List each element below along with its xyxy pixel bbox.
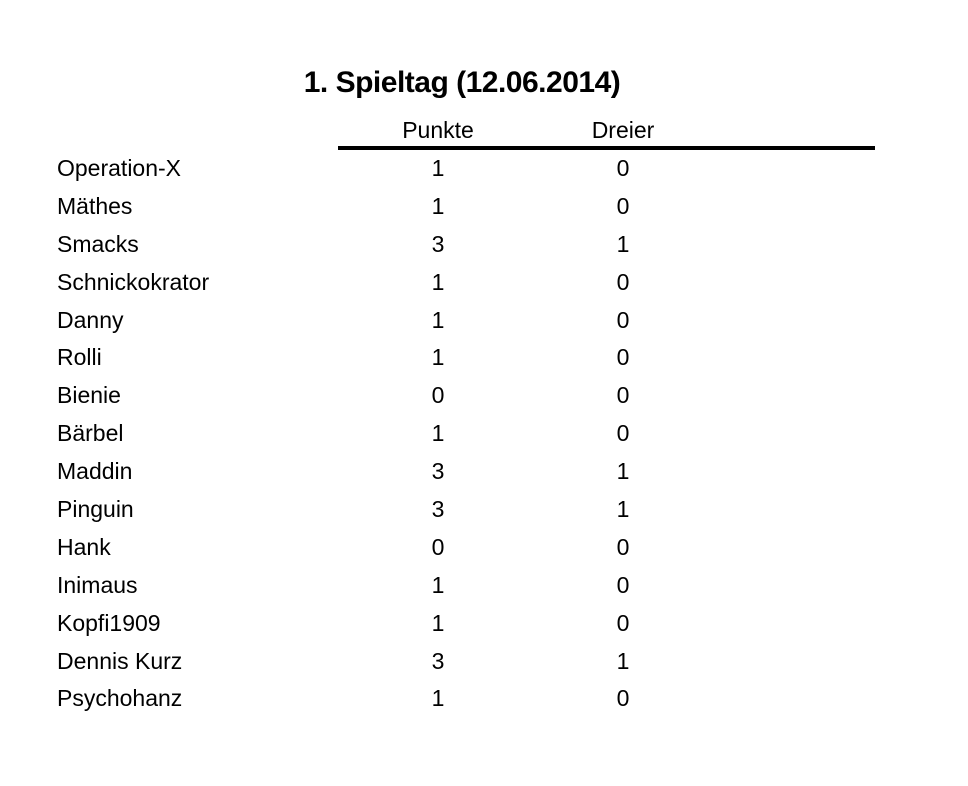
page-title: 1. Spieltag (12.06.2014) xyxy=(303,66,621,99)
table-row: Operation-X 1 0 xyxy=(0,150,968,188)
dreier-value: 0 xyxy=(616,306,630,333)
table-row: Bärbel 1 0 xyxy=(0,415,968,453)
table-row: Hank 0 0 xyxy=(0,529,968,567)
punkte-value: 3 xyxy=(431,496,445,523)
table-row: Kopfi1909 1 0 xyxy=(0,605,968,643)
table-row: Pinguin 3 1 xyxy=(0,491,968,529)
dreier-value: 0 xyxy=(616,685,630,712)
dreier-value: 0 xyxy=(616,192,630,219)
player-name: Dennis Kurz xyxy=(57,647,183,674)
results-table: Operation-X 1 0 Mäthes 1 0 Smacks 3 1 Sc… xyxy=(0,150,968,718)
punkte-value: 1 xyxy=(431,609,445,636)
player-name: Bärbel xyxy=(57,420,124,447)
dreier-value: 1 xyxy=(616,458,630,485)
player-name: Schnickokrator xyxy=(57,268,210,295)
player-name: Kopfi1909 xyxy=(57,609,161,636)
table-row: Mäthes 1 0 xyxy=(0,188,968,226)
player-name: Operation-X xyxy=(57,155,182,181)
table-row: Smacks 3 1 xyxy=(0,226,968,264)
dreier-value: 0 xyxy=(616,344,630,371)
punkte-value: 1 xyxy=(431,420,445,447)
player-name: Pinguin xyxy=(57,496,134,523)
punkte-value: 1 xyxy=(431,344,445,371)
punkte-value: 1 xyxy=(431,685,445,712)
player-name: Rolli xyxy=(57,344,102,371)
punkte-value: 0 xyxy=(431,382,445,409)
punkte-value: 3 xyxy=(431,230,445,257)
dreier-value: 0 xyxy=(616,382,630,409)
player-name: Inimaus xyxy=(57,571,138,598)
table-row: Dennis Kurz 3 1 xyxy=(0,643,968,681)
player-name: Smacks xyxy=(57,230,139,257)
player-name: Hank xyxy=(57,533,111,560)
dreier-value: 1 xyxy=(616,230,630,257)
dreier-value: 1 xyxy=(616,647,630,674)
column-header-dreier: Dreier xyxy=(591,117,655,143)
dreier-value: 0 xyxy=(616,268,630,295)
table-row: Psychohanz 1 0 xyxy=(0,680,968,718)
player-name: Mäthes xyxy=(57,192,133,219)
punkte-value: 3 xyxy=(431,458,445,485)
dreier-value: 0 xyxy=(616,420,630,447)
punkte-value: 1 xyxy=(431,155,445,181)
column-header-punkte: Punkte xyxy=(402,117,474,143)
dreier-value: 0 xyxy=(616,155,630,181)
punkte-value: 1 xyxy=(431,268,445,295)
punkte-value: 1 xyxy=(431,306,445,333)
dreier-value: 0 xyxy=(616,533,630,560)
punkte-value: 1 xyxy=(431,192,445,219)
dreier-value: 0 xyxy=(616,571,630,598)
table-row: Rolli 1 0 xyxy=(0,339,968,377)
punkte-value: 1 xyxy=(431,571,445,598)
player-name: Bienie xyxy=(57,382,121,409)
dreier-value: 1 xyxy=(616,496,630,523)
player-name: Danny xyxy=(57,306,124,333)
dreier-value: 0 xyxy=(616,609,630,636)
table-row: Schnickokrator 1 0 xyxy=(0,264,968,302)
punkte-value: 0 xyxy=(431,533,445,560)
player-name: Psychohanz xyxy=(57,685,183,712)
table-row: Maddin 3 1 xyxy=(0,453,968,491)
player-name: Maddin xyxy=(57,458,133,485)
table-row: Bienie 0 0 xyxy=(0,377,968,415)
header-rule xyxy=(338,146,875,150)
punkte-value: 3 xyxy=(431,647,445,674)
table-row: Danny 1 0 xyxy=(0,302,968,340)
table-row: Inimaus 1 0 xyxy=(0,567,968,605)
